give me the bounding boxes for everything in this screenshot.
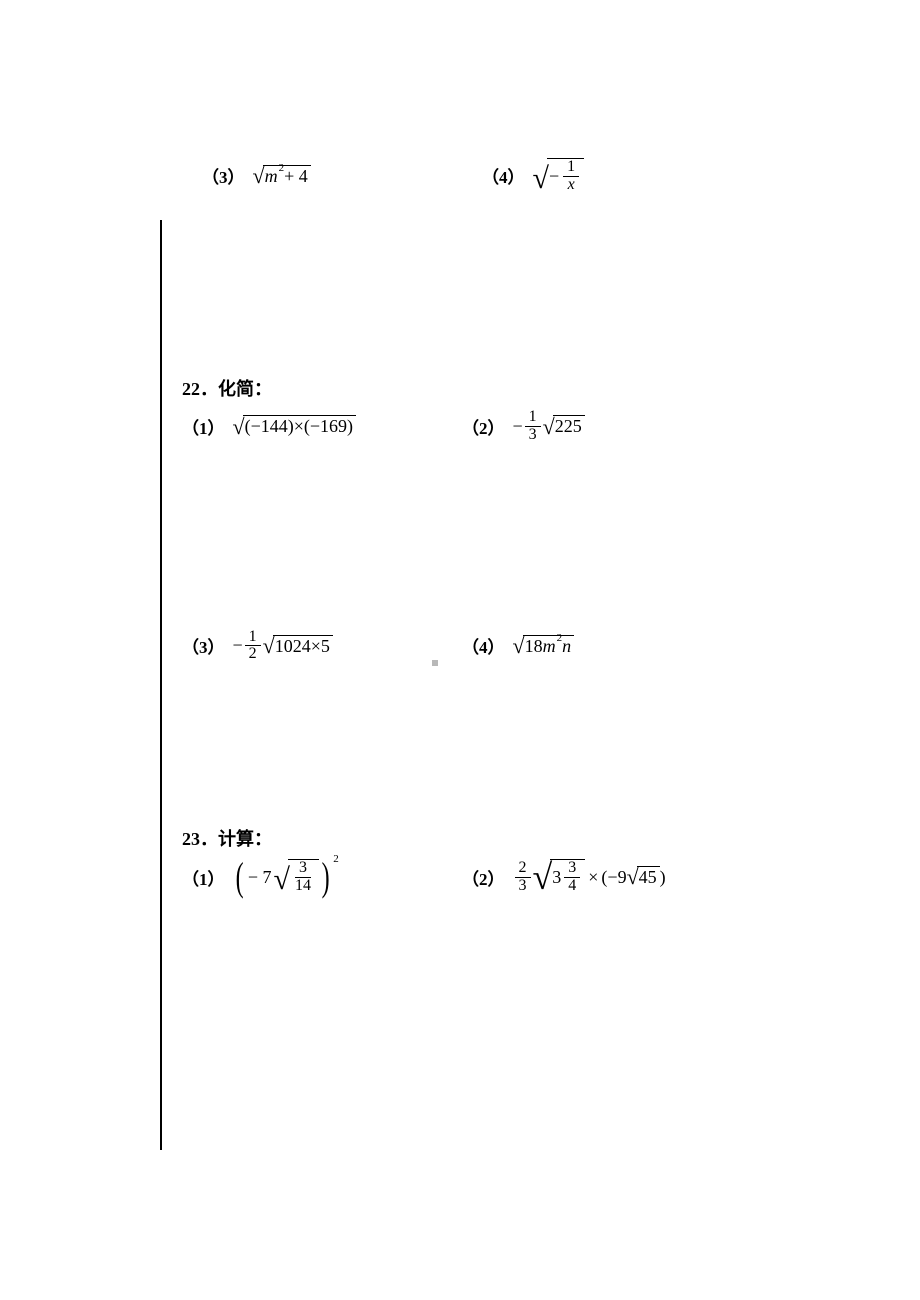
frac-top: 3 (295, 860, 311, 878)
frac-bot: x (565, 177, 578, 194)
var-n: n (562, 636, 571, 658)
frac-top: 2 (515, 860, 531, 878)
close-paren: ) (660, 867, 666, 888)
radicand: 1024×5 (273, 635, 333, 658)
item-label: （1） (182, 414, 225, 439)
q23-row1: （1） ( − 7 √ 3 14 (182, 859, 802, 895)
var-m: m (543, 636, 556, 658)
q22-row2: （3） − 1 2 √ 1024×5 （4） (182, 629, 802, 664)
frac-bot: 2 (246, 646, 260, 663)
frac-top: 1 (245, 629, 261, 647)
neg-seven: − 7 (248, 867, 272, 888)
open-neg9: (−9 (601, 867, 626, 888)
q23-heading: 23．计算： (182, 825, 802, 851)
math-expr: √ m2 + 4 (253, 165, 311, 188)
minus: − (233, 635, 243, 656)
math-expr: 2 3 √ 3 3 4 (513, 859, 666, 895)
frac-bot: 4 (565, 878, 579, 895)
plus-four: + 4 (284, 166, 308, 188)
math-expr: ( − 7 √ 3 14 ) 2 (233, 859, 339, 895)
prev-question-row: （3） √ m2 + 4 （4） √ − 1 (202, 158, 762, 194)
q22-item-3: （3） − 1 2 √ 1024×5 (182, 629, 462, 664)
frac-bot: 14 (292, 878, 314, 895)
q22-heading: 22．化简： (182, 375, 802, 401)
prev-item-4: （4） √ − 1 x (482, 158, 584, 194)
frac-bot: 3 (526, 427, 540, 444)
item-label: （4） (482, 163, 525, 188)
q22-row1: （1） √ (−144)×(−169) （2） − 1 3 (182, 409, 802, 444)
item-label: （4） (462, 633, 505, 658)
item-label: （2） (462, 414, 505, 439)
eighteen: 18 (525, 636, 543, 658)
frac-top: 1 (525, 409, 541, 427)
outer-exp: 2 (333, 853, 339, 865)
exp-2: 2 (557, 632, 563, 645)
question-23: 23．计算： （1） ( − 7 √ 3 14 (182, 825, 802, 895)
center-mark (432, 660, 438, 666)
math-expr: √ (−144)×(−169) (233, 415, 357, 438)
question-22: 22．化简： （1） √ (−144)×(−169) （2） − (182, 375, 802, 663)
frac-top: 1 (563, 159, 579, 177)
radicand-45: 45 (637, 866, 660, 889)
q23-item-1: （1） ( − 7 √ 3 14 (182, 859, 462, 895)
minus: − (513, 416, 523, 437)
whole-three: 3 (552, 867, 561, 889)
times: × (588, 867, 598, 888)
q22-item-2: （2） − 1 3 √ 225 (462, 409, 585, 444)
item-label: （2） (462, 865, 505, 890)
math-expr: − 1 2 √ 1024×5 (233, 629, 333, 664)
radicand: (−144)×(−169) (243, 415, 356, 438)
item-label: （3） (182, 633, 225, 658)
math-expr: √ 18m2n (513, 635, 575, 658)
frac-bot: 3 (516, 878, 530, 895)
math-expr: √ − 1 x (533, 158, 585, 194)
page-border: （3） √ m2 + 4 （4） √ − 1 (160, 220, 162, 1150)
item-label: （1） (182, 865, 225, 890)
var-m: m (265, 166, 278, 188)
exponent: 2 (279, 162, 285, 175)
prev-item-3: （3） √ m2 + 4 (202, 158, 482, 194)
q22-item-1: （1） √ (−144)×(−169) (182, 409, 462, 444)
q22-item-4: （4） √ 18m2n (462, 629, 574, 664)
frac-top: 3 (564, 860, 580, 878)
item-label: （3） (202, 163, 245, 188)
q23-item-2: （2） 2 3 √ 3 3 4 (462, 859, 666, 895)
math-expr: − 1 3 √ 225 (513, 409, 585, 444)
radicand: 225 (553, 415, 585, 438)
